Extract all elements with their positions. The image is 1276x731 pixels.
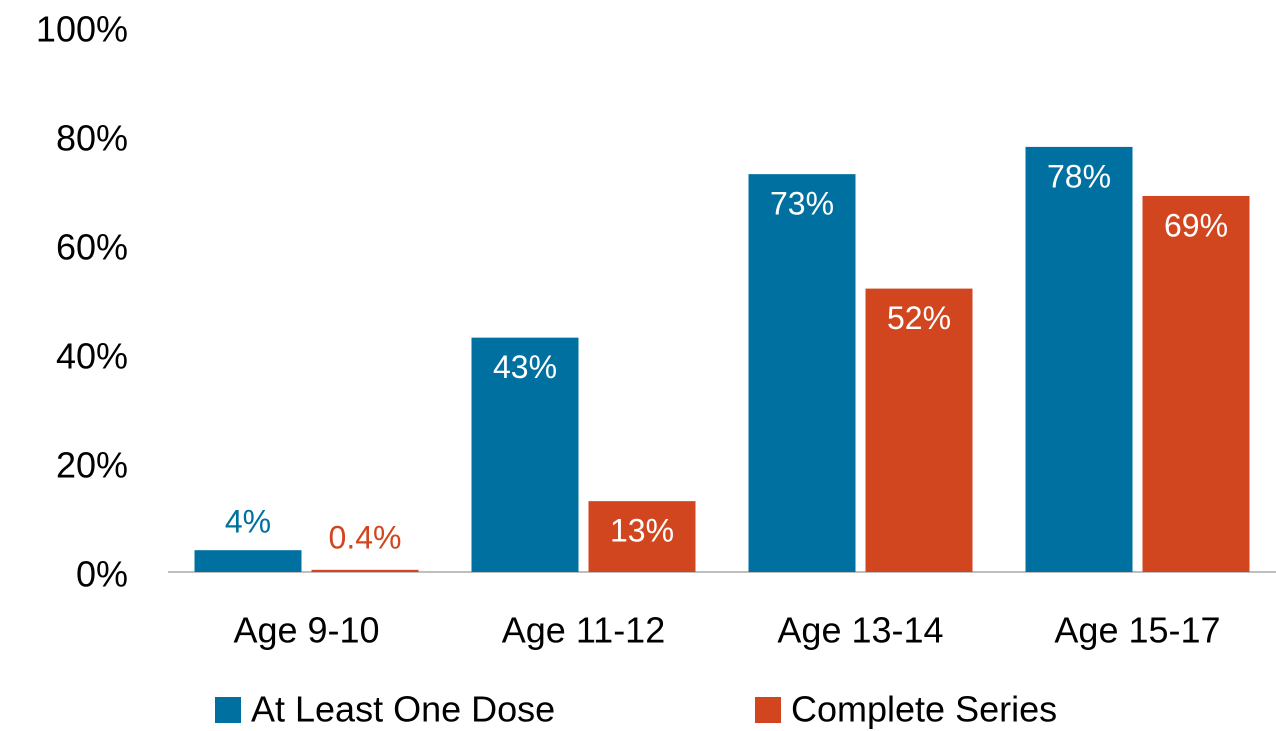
bar [588,501,696,572]
data-label: 13% [610,513,674,549]
bar [1142,195,1250,572]
data-label: 43% [493,349,557,385]
legend-swatch [755,697,781,723]
legend-swatch [215,697,241,723]
x-tick-label: Age 13-14 [777,610,943,651]
bar [471,337,579,572]
y-tick-label: 40% [56,336,128,377]
data-label: 52% [887,300,951,336]
bar [1025,146,1133,572]
y-tick-label: 0% [76,554,128,595]
y-tick-label: 80% [56,118,128,159]
y-tick-label: 100% [36,9,128,50]
data-label: 73% [770,186,834,222]
legend-label: Complete Series [791,689,1057,730]
bar [311,569,419,572]
data-label: 78% [1047,158,1111,194]
x-tick-label: Age 9-10 [233,610,379,651]
x-tick-label: Age 11-12 [502,610,665,651]
y-tick-label: 20% [56,445,128,486]
legend-label: At Least One Dose [251,689,555,730]
data-label: 0.4% [329,519,402,555]
bar [748,174,856,572]
x-tick-label: Age 15-17 [1054,610,1220,651]
data-label: 4% [225,504,271,540]
y-tick-label: 60% [56,227,128,268]
bar [865,288,973,572]
bar [194,550,302,572]
data-label: 69% [1164,207,1228,243]
